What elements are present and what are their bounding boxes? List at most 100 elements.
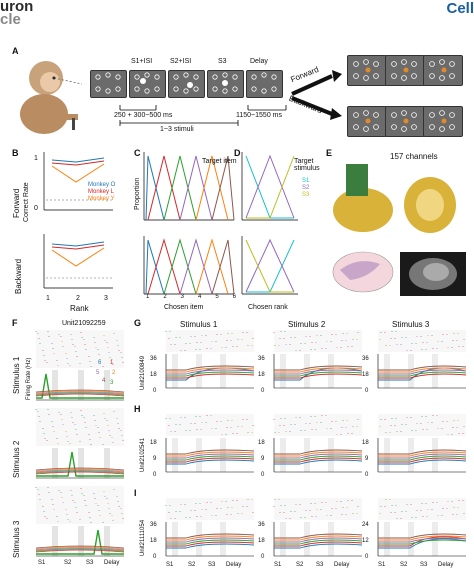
ghi-stim-window (432, 354, 438, 388)
panel-b-plot (43, 152, 113, 289)
ghi-psth-line (274, 371, 363, 377)
ghi-stim-window (328, 522, 334, 556)
g3-ytick-18: 18 (362, 372, 369, 378)
ghi-psth-line (166, 539, 255, 545)
stimulus-slot (212, 74, 218, 80)
g-col-1: Stimulus 1 (180, 320, 218, 329)
ghi-psth-line (378, 373, 467, 379)
d-series-line (246, 155, 295, 219)
d-legend-s2: S2 (302, 185, 310, 191)
f-psth-line (35, 547, 125, 551)
f-psth-peak (36, 451, 124, 477)
stimulus-dot (222, 80, 228, 86)
i-xtick-s2: S2 (188, 562, 196, 568)
stimulus-slot (183, 88, 189, 94)
ghi-psth-line (378, 449, 467, 455)
timing-brackets (119, 105, 287, 126)
stimulus-slot (105, 88, 111, 94)
ghi-stim-window (384, 522, 390, 556)
c-xtick: 2 (163, 294, 167, 300)
legend-monkey-o: Monkey O (88, 182, 116, 188)
ghi-stim-window (172, 354, 178, 388)
stimulus-slot (232, 86, 238, 92)
ghi-psth-line (378, 367, 467, 381)
ghi-psth-line (274, 535, 363, 541)
ghi-stim-window (304, 438, 310, 472)
ghi-psth-line (274, 365, 363, 371)
g-col-2: Stimulus 2 (288, 320, 326, 329)
ghi-stim-window (408, 438, 414, 472)
stimulus-slot (154, 74, 160, 80)
response-slot (429, 73, 435, 79)
g-ytick-36: 36 (150, 356, 157, 362)
h2-ytick-0: 0 (261, 472, 265, 478)
b-series-line (51, 247, 105, 267)
h-ytick-18: 18 (150, 440, 157, 446)
f-unit: Unit21092259 (62, 320, 106, 327)
i3-xtick-s3: S3 (420, 562, 428, 568)
monkey-illustration (20, 61, 83, 134)
ghi-psth-line (378, 371, 467, 377)
b-correct-rate-label: Correct Rate (23, 182, 30, 222)
brain-illustrations (332, 164, 466, 296)
d-xlabel: Chosen rank (248, 304, 288, 311)
response-marker (403, 118, 409, 124)
ghi-raster (378, 414, 466, 436)
ghi-raster (378, 330, 466, 352)
stimulus-dot (187, 82, 193, 88)
c-tuning-curve (211, 155, 235, 221)
stimulus-slot (261, 72, 267, 78)
ghi-psth-line (274, 455, 363, 461)
h-ytick-0: 0 (153, 472, 157, 478)
e-channels: 157 channels (390, 152, 438, 161)
stimulus-slot (134, 86, 140, 92)
ghi-psth-line (166, 455, 255, 461)
response-slot (411, 61, 417, 67)
response-slot (429, 112, 435, 118)
ghi-psth-line (378, 455, 467, 461)
i-xtick-s3: S3 (208, 562, 216, 568)
c-xtick: 6 (232, 294, 236, 300)
ghi-raster (166, 498, 254, 520)
stimulus-dot (140, 78, 146, 84)
ghi-psth-line (166, 535, 255, 541)
b-forward-label: Forward (12, 188, 21, 218)
response-slot (363, 126, 369, 132)
ghi-psth-line (378, 538, 467, 549)
legend-monkey-l: Monkey L (88, 189, 115, 195)
f-psth-line (35, 549, 125, 553)
f-stim-window (104, 526, 110, 556)
ghi-psth-line (166, 367, 255, 373)
i2-ytick-0: 0 (261, 554, 265, 560)
f-psth-peak (36, 373, 124, 399)
h3-ytick-9: 9 (365, 456, 369, 462)
f-legend-3: 3 (110, 380, 114, 386)
g3-ytick-0: 0 (365, 388, 369, 394)
response-slot (363, 59, 369, 65)
b-xlabel: Rank (70, 304, 89, 313)
ghi-psth-line (378, 533, 467, 539)
ghi-psth-line (166, 453, 255, 459)
ghi-stim-window (408, 522, 414, 556)
g-col-3: Stimulus 3 (392, 320, 430, 329)
f-xtick-s1: S1 (38, 560, 46, 566)
panel-ghi-plots (165, 330, 467, 557)
c-xtick: 4 (197, 294, 202, 300)
f-psth-line (35, 469, 125, 473)
i2-xtick-s1: S1 (274, 562, 282, 568)
f-legend-6: 6 (98, 360, 102, 366)
d-legend-title: Target stimulus (294, 158, 320, 172)
f-psth-line (35, 470, 125, 474)
b-xtick-1: 1 (46, 295, 50, 302)
h-unit: Unit2102541 (140, 437, 146, 472)
c-xtick: 3 (180, 294, 184, 300)
i3-xtick-s2: S2 (400, 562, 408, 568)
c-tuning-curve (195, 155, 229, 221)
g-ytick-18: 18 (150, 372, 157, 378)
response-slot (353, 73, 359, 79)
c-tuning-curve (145, 239, 165, 295)
f-legend-5: 5 (96, 370, 100, 376)
panel-label-a: A (12, 46, 19, 56)
ghi-psth-line (274, 541, 363, 547)
stimulus-slot (115, 86, 121, 92)
